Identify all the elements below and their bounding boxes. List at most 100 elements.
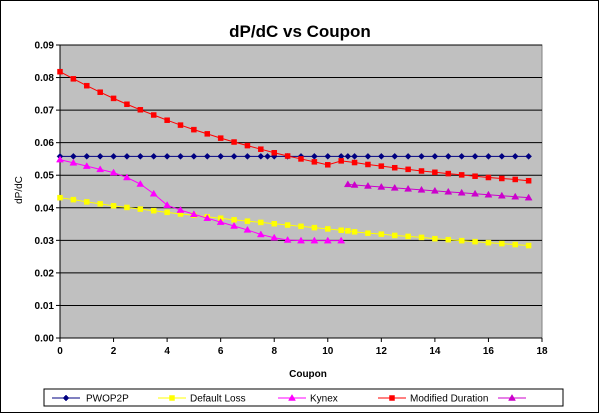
data-point [83,152,91,160]
legend-marker [169,395,175,401]
data-point [499,175,505,182]
y-tick-label: 0.09 [35,41,55,52]
data-point [484,190,493,198]
data-point [57,194,63,201]
data-point [110,95,117,102]
data-point [123,152,131,160]
data-point [257,152,265,160]
data-point [485,152,492,160]
legend-entry: Modified Duration [378,394,488,405]
data-point [244,142,251,149]
data-point [404,184,413,192]
data-point [377,152,385,160]
x-axis-ticks: 0 2 4 6 8 10 12 14 16 18 [57,337,548,357]
y-axis-ticks: 0.00 0.01 0.02 0.03 0.04 0.05 0.06 0.07 0.08 0.09 [35,41,61,345]
data-point [377,182,386,190]
data-point [164,117,170,123]
data-point [338,158,344,164]
data-point [458,152,466,160]
series-0 [56,152,532,160]
data-point [378,163,385,169]
plot-area [59,44,543,339]
data-point [204,131,211,137]
data-point [512,241,518,248]
data-point [431,152,439,160]
legend-marker [508,394,516,401]
x-tick-label: 0 [57,346,63,357]
data-point [84,199,90,205]
data-point [96,152,104,160]
data-point [271,150,277,156]
data-point [189,210,198,218]
data-point [498,152,506,160]
data-point [69,158,78,166]
data-point [391,164,398,171]
data-point [283,236,292,243]
legend-entry: Kynex [278,394,338,405]
data-point [203,214,212,221]
gridlines [60,44,542,306]
y-tick-label: 0.03 [35,236,55,247]
data-point [351,159,358,166]
legend-label: Default Loss [190,394,246,405]
y-tick-label: 0.01 [35,301,55,312]
data-point [458,237,465,244]
data-point [378,231,385,237]
data-point [270,233,279,241]
data-point [405,233,411,240]
data-point [284,222,291,228]
x-tick-label: 6 [218,346,224,357]
data-point [123,173,131,181]
data-point [203,152,211,160]
data-point [124,101,130,108]
y-tick-label: 0.08 [35,73,55,84]
data-point [191,126,197,133]
data-point [497,191,506,199]
data-point [364,181,372,189]
x-tick-label: 4 [164,346,170,357]
data-point [137,107,144,113]
x-tick-label: 18 [536,346,548,357]
data-point [177,152,184,160]
data-point [298,223,304,230]
data-point [390,183,399,191]
y-tick-label: 0.05 [35,171,55,182]
data-point [177,122,184,128]
data-point [365,230,371,236]
x-tick-label: 10 [322,346,334,357]
y-tick-label: 0.06 [35,138,55,149]
data-point [365,161,371,168]
x-tick-label: 12 [376,346,388,357]
data-point [149,189,158,197]
x-tick-label: 14 [429,346,441,357]
data-point [82,162,91,169]
data-point [445,170,452,177]
data-point [231,139,237,145]
data-point [258,146,264,152]
data-point [164,209,170,216]
data-point [351,152,358,160]
data-point [97,89,103,95]
data-point [310,236,319,244]
data-point [264,152,271,160]
data-point [472,173,478,179]
data-point [70,76,77,82]
data-point [344,152,352,160]
data-point [525,178,532,184]
data-point [432,235,438,242]
y-tick-label: 0.02 [35,268,55,279]
data-point [217,135,224,141]
data-point [525,152,532,160]
data-point [136,152,144,160]
data-point [137,206,144,212]
legend-label: Modified Duration [410,394,488,405]
series-4 [343,180,533,201]
data-point [216,218,225,225]
data-point [97,201,103,207]
data-point [231,217,237,223]
data-point [345,228,351,234]
data-point [136,180,145,187]
data-point [150,112,157,118]
data-point [499,240,505,247]
data-point [444,187,453,195]
